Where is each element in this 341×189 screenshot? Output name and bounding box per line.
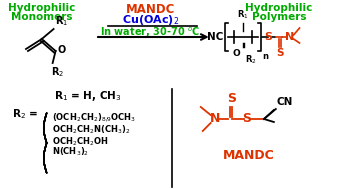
- Text: R$_1$: R$_1$: [55, 14, 68, 28]
- Text: Cu(OAc)$_2$: Cu(OAc)$_2$: [122, 13, 179, 27]
- Text: S: S: [227, 92, 236, 105]
- Text: S: S: [276, 48, 283, 58]
- Text: R$_2$ =: R$_2$ =: [12, 107, 39, 121]
- Text: N(CH$_3$)$_2$: N(CH$_3$)$_2$: [51, 146, 89, 159]
- Text: OCH$_2$CH$_2$N(CH$_3$)$_2$: OCH$_2$CH$_2$N(CH$_3$)$_2$: [51, 123, 130, 136]
- Text: S: S: [264, 32, 272, 42]
- Text: CN: CN: [277, 97, 293, 107]
- Text: N: N: [209, 112, 220, 125]
- Text: In water, 30-70 $^o$C: In water, 30-70 $^o$C: [100, 26, 201, 40]
- Text: Hydrophilic: Hydrophilic: [8, 3, 75, 13]
- Text: R$_2$: R$_2$: [245, 53, 257, 66]
- Text: R$_1$: R$_1$: [237, 9, 249, 21]
- Text: OCH$_2$CH$_2$OH: OCH$_2$CH$_2$OH: [51, 135, 108, 147]
- Text: R$_1$ = H, CH$_3$: R$_1$ = H, CH$_3$: [54, 89, 122, 103]
- Text: MANDC: MANDC: [223, 149, 275, 162]
- Text: N: N: [285, 32, 294, 42]
- Text: O: O: [58, 45, 66, 55]
- Text: n: n: [262, 52, 268, 61]
- Text: NC: NC: [207, 32, 223, 42]
- Text: O: O: [233, 49, 240, 58]
- Text: (OCH$_2$CH$_2$)$_{8/9}$OCH$_3$: (OCH$_2$CH$_2$)$_{8/9}$OCH$_3$: [51, 111, 136, 124]
- Text: MANDC: MANDC: [126, 3, 175, 16]
- Text: Monomers: Monomers: [11, 12, 73, 22]
- Text: Hydrophilic: Hydrophilic: [245, 3, 312, 13]
- Text: R$_2$: R$_2$: [51, 65, 64, 79]
- Text: Polymers: Polymers: [252, 12, 306, 22]
- Text: S: S: [242, 112, 251, 125]
